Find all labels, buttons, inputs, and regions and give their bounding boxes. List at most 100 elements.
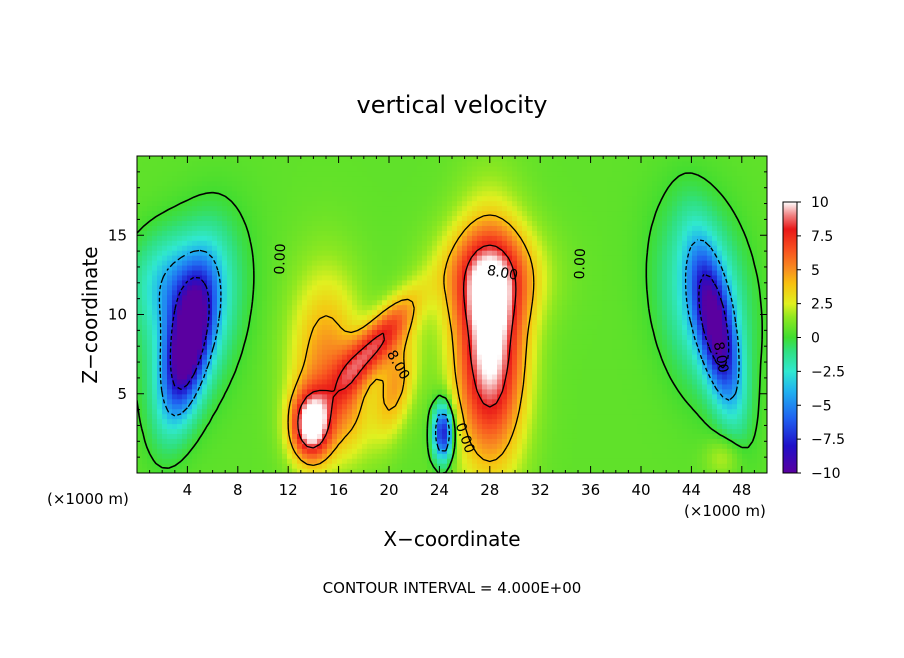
heatmap-cell-2458 [327, 339, 333, 345]
heatmap-cell-573 [177, 165, 183, 172]
heatmap-cell-3603 [417, 373, 423, 380]
heatmap-cell-521 [177, 423, 183, 430]
heatmap-cell-3834 [432, 180, 438, 187]
heatmap-cell-1451 [247, 255, 253, 261]
heatmap-cell-4433 [482, 383, 488, 390]
heatmap-cell-1953 [287, 304, 293, 311]
heatmap-cell-2807 [352, 195, 358, 202]
heatmap-cell-1958 [287, 279, 293, 286]
heatmap-cell-1194 [227, 260, 233, 266]
heatmap-cell-1037 [217, 403, 223, 410]
heatmap-cell-305 [157, 225, 163, 231]
heatmap-cell-4019 [447, 215, 453, 221]
heatmap-cell-470 [172, 359, 178, 365]
heatmap-cell-2019 [292, 294, 298, 301]
heatmap-cell-2139 [302, 334, 308, 340]
heatmap-cell-1884 [282, 329, 288, 335]
heatmap-cell-1539 [257, 453, 263, 459]
heatmap-cell-1782 [272, 200, 278, 207]
heatmap-cell-1434 [247, 339, 253, 345]
heatmap-cell-51 [137, 215, 143, 221]
heatmap-cell-4750 [507, 398, 513, 405]
heatmap-cell-957 [207, 165, 213, 172]
heatmap-cell-2407 [322, 274, 328, 281]
heatmap-cell-12 [137, 408, 143, 415]
heatmap-cell-3135 [377, 156, 383, 162]
heatmap-cell-1295 [237, 393, 243, 400]
heatmap-cell-4098 [457, 458, 463, 464]
heatmap-cell-3410 [402, 378, 408, 385]
heatmap-cell-4497 [487, 383, 493, 390]
heatmap-cell-462 [172, 398, 178, 405]
heatmap-cell-2899 [362, 373, 368, 380]
heatmap-cell-2565 [337, 443, 343, 449]
heatmap-cell-2130 [302, 378, 308, 385]
heatmap-cell-422 [167, 279, 173, 286]
heatmap-cell-819 [197, 215, 203, 221]
heatmap-cell-441 [167, 185, 173, 192]
heatmap-cell-832 [202, 468, 208, 473]
heatmap-cell-1616 [262, 388, 268, 395]
heatmap-cell-3464 [407, 428, 413, 434]
heatmap-cell-492 [172, 250, 178, 256]
heatmap-cell-3771 [427, 175, 433, 182]
heatmap-cell-5 [137, 443, 143, 449]
heatmap-cell-1058 [217, 299, 223, 306]
heatmap-cell-2922 [362, 260, 368, 266]
heatmap-cell-2757 [352, 443, 358, 449]
heatmap-cell-148 [147, 368, 153, 375]
heatmap-cell-3756 [427, 250, 433, 256]
heatmap-cell-1067 [217, 255, 223, 261]
heatmap-cell-4759 [507, 354, 513, 360]
heatmap-cell-992 [212, 309, 218, 316]
heatmap-cell-183 [147, 195, 153, 202]
heatmap-cell-16 [137, 388, 143, 395]
heatmap-cell-2433 [327, 463, 333, 469]
heatmap-cell-3319 [392, 195, 398, 202]
heatmap-cell-3381 [397, 205, 403, 212]
heatmap-cell-3034 [372, 339, 378, 345]
heatmap-cell-2775 [352, 354, 358, 360]
heatmap-cell-4595 [492, 215, 498, 221]
heatmap-cell-2489 [327, 185, 333, 192]
heatmap-cell-381 [162, 165, 168, 172]
heatmap-cell-1842 [277, 220, 283, 226]
heatmap-cell-2626 [342, 458, 348, 464]
heatmap-cell-1481 [252, 423, 258, 430]
heatmap-cell-421 [167, 284, 173, 291]
heatmap-cell-2200 [307, 349, 313, 355]
heatmap-cell-3599 [417, 393, 423, 400]
heatmap-cell-2894 [362, 398, 368, 405]
heatmap-cell-1652 [262, 210, 268, 217]
heatmap-cell-4263 [467, 274, 473, 281]
heatmap-cell-1094 [222, 438, 228, 444]
heatmap-cell-824 [197, 190, 203, 197]
heatmap-cell-565 [177, 205, 183, 212]
heatmap-cell-3671 [422, 354, 428, 360]
heatmap-cell-3198 [382, 160, 388, 167]
heatmap-cell-24 [137, 349, 143, 355]
heatmap-cell-3195 [382, 175, 388, 182]
heatmap-cell-3204 [387, 448, 393, 454]
heatmap-cell-2479 [327, 235, 333, 241]
heatmap-cell-4731 [502, 175, 508, 182]
heatmap-cell-4578 [492, 299, 498, 306]
heatmap-cell-1010 [212, 220, 218, 226]
heatmap-cell-412 [167, 329, 173, 335]
heatmap-cell-1533 [252, 165, 258, 172]
heatmap-cell-968 [212, 428, 218, 434]
heatmap-cell-3899 [437, 175, 443, 182]
heatmap-cell-584 [182, 428, 188, 434]
heatmap-cell-1955 [287, 294, 293, 301]
heatmap-cell-141 [147, 403, 153, 410]
heatmap-cell-2971 [367, 334, 373, 340]
heatmap-cell-3050 [372, 260, 378, 266]
heatmap-cell-2768 [352, 388, 358, 395]
heatmap-cell-1433 [247, 344, 253, 350]
heatmap-cell-171 [147, 255, 153, 261]
heatmap-cell-999 [212, 274, 218, 281]
heatmap-cell-1223 [232, 433, 238, 439]
heatmap-cell-67 [142, 453, 148, 459]
heatmap-cell-2391 [322, 354, 328, 360]
heatmap-cell-4905 [517, 264, 523, 271]
